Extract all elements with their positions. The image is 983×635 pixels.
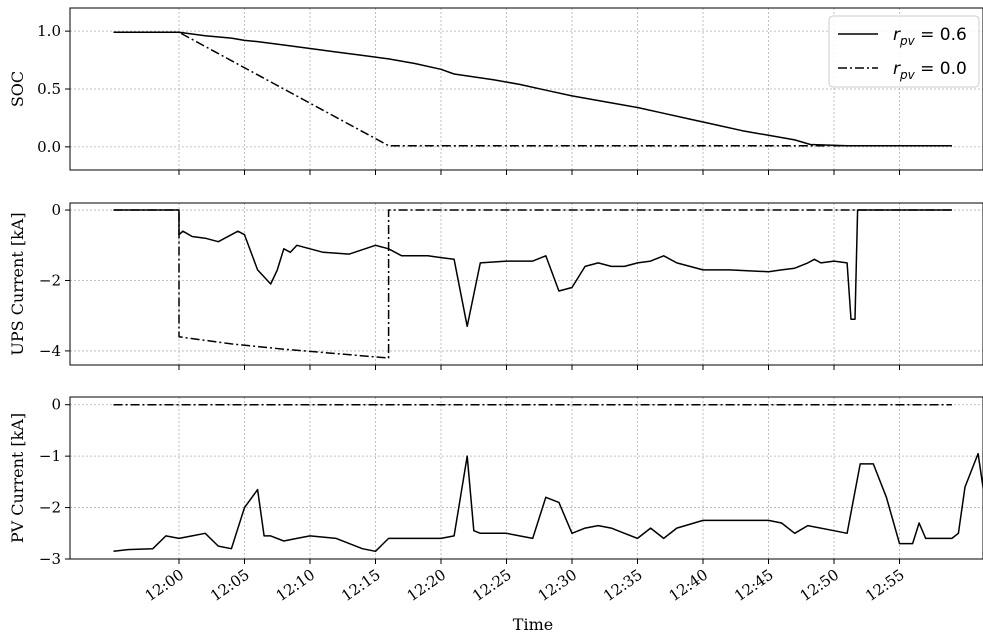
series-line-r-pv-00 <box>113 31 952 147</box>
y-tick-label: −2 <box>39 271 61 289</box>
x-tick-label: 12:00 <box>142 566 188 606</box>
y-tick-label: −1 <box>39 447 61 465</box>
panel-3: 12:00 12:05 12:10 12:15 12:20 12:25 12:30 12:35… <box>8 396 983 605</box>
series-line-r-pv-06 <box>113 452 983 553</box>
x-tick-label: 12:40 <box>666 566 712 606</box>
x-tick-label: 12:10 <box>273 566 319 606</box>
x-tick-label: 12:25 <box>469 566 515 606</box>
x-tick-label: 12:45 <box>731 566 777 606</box>
x-tick-label: 12:35 <box>600 566 646 606</box>
x-tick-label: 12:30 <box>535 566 581 606</box>
x-tick-label: 12:15 <box>338 566 384 606</box>
y-axis-title: SOC <box>8 71 27 107</box>
legend: rpv = 0.6 rpv = 0.0 <box>828 15 980 88</box>
y-tick-label: 0.0 <box>37 138 61 156</box>
plot-frame <box>69 396 983 560</box>
plot-frame <box>69 202 983 366</box>
y-tick-label: −2 <box>39 499 61 517</box>
series-line-r-pv-00 <box>113 209 952 359</box>
y-tick-label: 0.5 <box>37 80 61 98</box>
series-line-r-pv-06 <box>113 31 952 147</box>
plot-frame <box>69 7 983 171</box>
series-line-r-pv-06 <box>113 209 952 328</box>
legend-label: rpv = 0.0 <box>893 59 967 82</box>
y-tick-label: −3 <box>39 550 61 568</box>
y-axis-title: UPS Current [kA] <box>8 212 27 355</box>
y-tick-label: 1.0 <box>37 22 61 40</box>
x-tick-label: 12:20 <box>404 566 450 606</box>
y-tick-label: 0 <box>51 396 61 414</box>
x-axis-title: Time <box>513 615 553 634</box>
y-tick-label: 0 <box>51 201 61 219</box>
y-axis-title: PV Current [kA] <box>8 413 27 543</box>
x-tick-label: 12:55 <box>862 566 908 606</box>
x-tick-label: 12:05 <box>207 566 253 606</box>
panel-2: −4 −2 0 UPS Current [kA] <box>8 201 983 370</box>
y-tick-label: −4 <box>39 342 61 360</box>
panel-1: 0.0 0.5 1.0 SOC <box>8 7 983 175</box>
legend-label: rpv = 0.6 <box>893 25 967 48</box>
x-tick-label: 12:50 <box>797 566 843 606</box>
